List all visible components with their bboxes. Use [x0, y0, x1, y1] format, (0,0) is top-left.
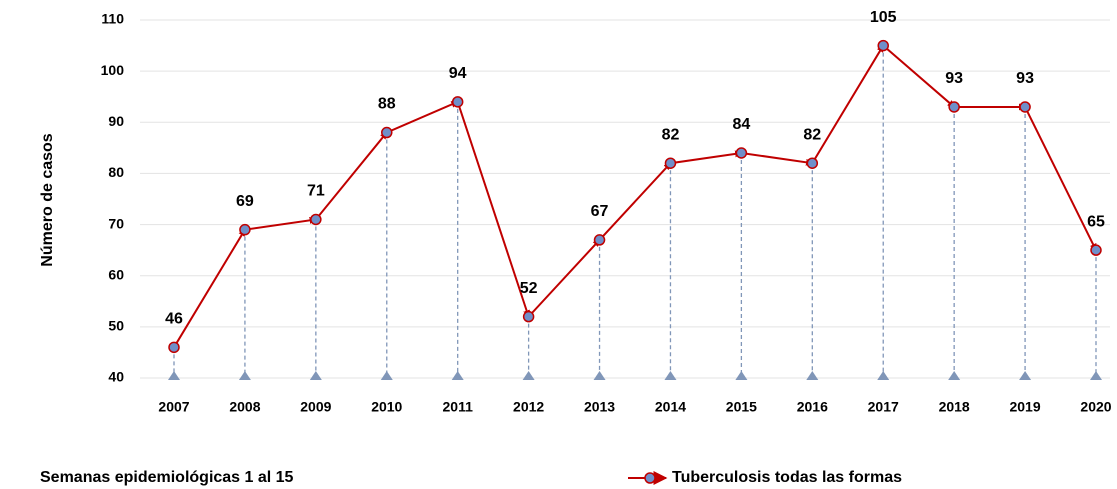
drop-marker: [1019, 371, 1032, 380]
drop-marker: [664, 371, 677, 380]
data-label: 105: [870, 9, 897, 26]
y-tick-label: 70: [108, 215, 124, 231]
x-tick-label: 2019: [1009, 399, 1040, 415]
point: [451, 96, 464, 108]
x-tick-label: 2017: [868, 399, 899, 415]
x-tick-label: 2008: [229, 399, 260, 415]
y-tick-label: 100: [101, 62, 125, 78]
point: [310, 213, 322, 226]
data-label: 94: [449, 65, 467, 82]
legend-label: Tuberculosis todas las formas: [672, 469, 902, 486]
series-line: [173, 44, 1097, 348]
drop-marker: [948, 371, 961, 380]
point: [1019, 101, 1031, 113]
data-label: 82: [803, 126, 821, 143]
point: [522, 310, 535, 323]
data-label: 69: [236, 193, 254, 210]
data-label: 84: [732, 116, 750, 133]
data-label: 52: [520, 280, 538, 297]
x-tick-label: 2018: [939, 399, 970, 415]
drop-marker: [168, 371, 180, 380]
drop-marker: [451, 371, 464, 380]
y-tick-label: 80: [108, 164, 124, 180]
data-label: 82: [662, 126, 680, 143]
point: [381, 126, 393, 139]
data-label: 93: [945, 70, 963, 87]
x-tick-label: 2016: [797, 399, 828, 415]
drop-marker: [309, 371, 322, 380]
annotation: Semanas epidemiológicas 1 al 15: [40, 469, 294, 486]
x-tick-label: 2013: [584, 399, 615, 415]
x-tick-label: 2015: [726, 399, 757, 415]
legend-point: [644, 472, 656, 484]
point: [593, 234, 606, 246]
data-label: 71: [307, 183, 325, 200]
point: [735, 147, 748, 159]
y-axis-label: Número de casos: [39, 133, 56, 266]
data-label: 88: [378, 96, 396, 113]
y-tick-label: 60: [108, 266, 124, 282]
data-label: 65: [1087, 213, 1105, 230]
point: [239, 223, 251, 236]
y-tick-label: 90: [108, 113, 124, 129]
data-label: 46: [165, 311, 183, 328]
point: [168, 341, 180, 354]
y-tick-label: 40: [108, 369, 124, 385]
drop-marker: [806, 371, 819, 380]
point: [806, 157, 819, 169]
point: [664, 157, 677, 169]
x-tick-label: 2020: [1080, 399, 1111, 415]
drop-marker: [380, 371, 393, 380]
x-tick-label: 2014: [655, 399, 686, 415]
drop-marker: [877, 371, 890, 380]
x-tick-label: 2009: [300, 399, 331, 415]
point: [877, 39, 889, 52]
drop-marker: [593, 371, 606, 380]
x-tick-label: 2012: [513, 399, 544, 415]
drop-marker: [522, 371, 535, 380]
drop-marker: [735, 371, 748, 380]
drop-marker: [238, 371, 251, 380]
point: [948, 101, 960, 113]
point: [1090, 244, 1102, 256]
x-tick-label: 2010: [371, 399, 402, 415]
data-label: 93: [1016, 70, 1034, 87]
y-tick-label: 50: [108, 318, 124, 334]
data-label: 67: [591, 203, 609, 220]
drop-marker: [1090, 371, 1102, 380]
x-tick-label: 2007: [158, 399, 189, 415]
y-tick-label: 110: [101, 11, 124, 27]
x-tick-label: 2011: [443, 399, 474, 415]
